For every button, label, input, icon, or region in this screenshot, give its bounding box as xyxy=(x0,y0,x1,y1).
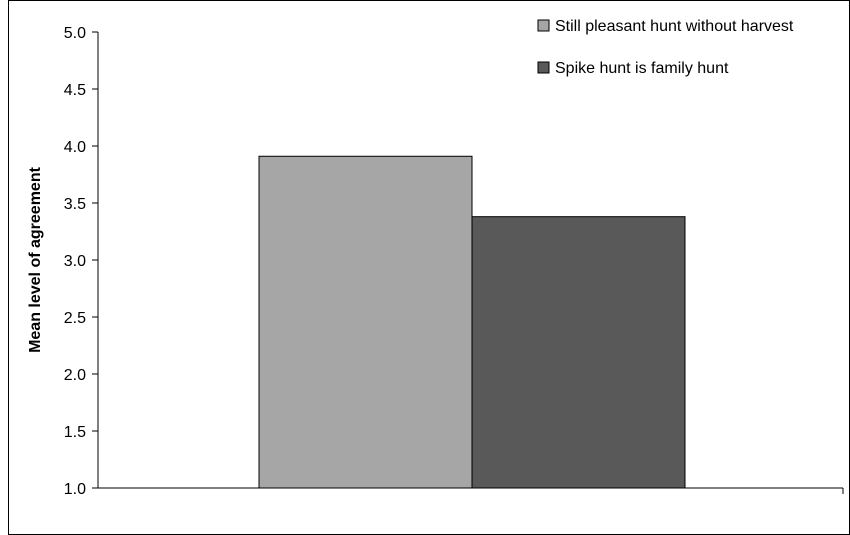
y-tick-label: 4.0 xyxy=(64,139,86,156)
bar-still-pleasant xyxy=(258,155,473,489)
legend: Still pleasant hunt without harvest Spik… xyxy=(537,18,794,77)
y-tick-label: 5.0 xyxy=(64,25,86,42)
y-axis-ticks: 1.0 1.5 2.0 2.5 3.0 3.5 4.0 4.5 5.0 xyxy=(64,25,98,498)
bar-spike-hunt xyxy=(471,216,686,489)
y-tick-label: 2.0 xyxy=(64,367,86,384)
legend-swatch-spike-hunt xyxy=(537,61,550,74)
y-tick-label: 1.5 xyxy=(64,424,86,441)
legend-item-spike-hunt: Spike hunt is family hunt xyxy=(537,60,729,77)
y-tick-label: 3.0 xyxy=(64,253,86,270)
y-axis-title: Mean level of agreement xyxy=(27,166,44,353)
y-tick-label: 1.0 xyxy=(64,481,86,498)
legend-swatch-still-pleasant xyxy=(537,19,550,32)
bars-group xyxy=(258,155,686,489)
y-tick-label: 3.5 xyxy=(64,196,86,213)
y-tick-label: 2.5 xyxy=(64,310,86,327)
y-tick-label: 4.5 xyxy=(64,82,86,99)
legend-label-spike-hunt: Spike hunt is family hunt xyxy=(555,60,729,77)
legend-label-still-pleasant: Still pleasant hunt without harvest xyxy=(555,18,794,35)
legend-item-still-pleasant: Still pleasant hunt without harvest xyxy=(537,18,794,35)
